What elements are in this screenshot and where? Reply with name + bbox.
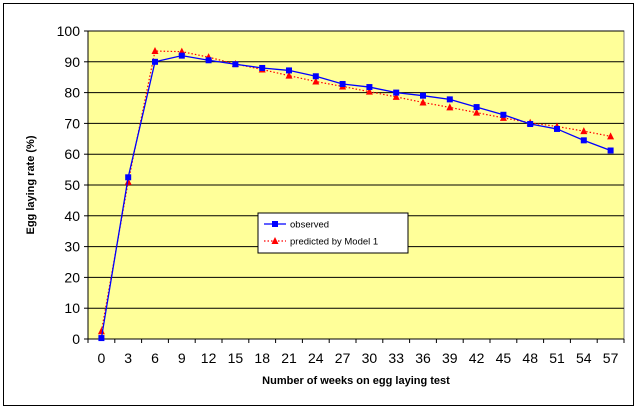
observed-point [339, 80, 346, 87]
y-tick-label: 80 [64, 85, 80, 101]
observed-point [446, 96, 453, 103]
observed-point [500, 111, 507, 118]
legend-label-observed: observed [290, 220, 329, 231]
x-tick-label: 3 [124, 350, 132, 366]
y-tick-label: 10 [64, 300, 80, 316]
y-tick-label: 70 [64, 115, 80, 131]
x-tick-label: 54 [576, 350, 592, 366]
predicted-point [419, 98, 427, 106]
predicted-point [285, 71, 293, 79]
series-layer [97, 47, 615, 342]
y-axis-label: Egg laying rate (%) [25, 135, 37, 234]
predicted-point [151, 47, 159, 55]
predicted-line [100, 50, 611, 332]
y-tick-label: 60 [64, 146, 80, 162]
observed-point [286, 67, 292, 74]
x-tick-label: 51 [549, 350, 565, 366]
x-tick-label: 39 [442, 350, 458, 366]
y-axis-tick-labels: 0 10 20 30 40 50 60 70 80 90 100 [57, 23, 81, 347]
x-tick-label: 36 [415, 350, 431, 366]
observed-point [580, 137, 587, 144]
x-tick-label: 15 [228, 350, 244, 366]
predicted-point [271, 237, 279, 244]
observed-point [152, 58, 158, 65]
observed-point [205, 57, 212, 64]
y-tick-label: 40 [64, 208, 80, 224]
predicted-point [365, 87, 373, 95]
observed-point [98, 335, 105, 342]
predicted-point [124, 177, 132, 185]
x-tick-label: 9 [178, 350, 186, 366]
predicted-point [312, 77, 320, 85]
x-axis-label: Number of weeks on egg laying test [262, 375, 450, 387]
observed-point [259, 64, 266, 71]
observed-point [527, 121, 534, 128]
legend: observed predicted by Model 1 [257, 212, 409, 254]
x-tick-label: 33 [388, 350, 404, 366]
axes [84, 30, 625, 343]
predicted-point [607, 132, 615, 140]
x-tick-label: 24 [308, 350, 324, 366]
y-tick-label: 30 [64, 239, 80, 255]
predicted-point [473, 108, 481, 116]
observed-line [100, 54, 611, 339]
x-tick-label: 45 [496, 350, 512, 366]
predicted-point [446, 103, 454, 111]
legend-label-predicted: predicted by Model 1 [290, 237, 378, 248]
observed-point [232, 61, 239, 68]
observed-point [420, 92, 426, 99]
x-tick-label: 6 [151, 350, 159, 366]
x-tick-label: 12 [201, 350, 217, 366]
predicted-point [97, 327, 105, 335]
predicted-point [580, 127, 588, 135]
x-tick-label: 27 [335, 350, 351, 366]
x-tick-label: 30 [362, 350, 378, 366]
observed-point [473, 104, 480, 111]
observed-point [125, 174, 132, 181]
y-tick-label: 90 [64, 54, 80, 70]
predicted-point [392, 92, 400, 100]
observed-point [393, 89, 400, 96]
y-tick-label: 0 [72, 331, 80, 347]
observed-point [607, 147, 614, 154]
x-tick-label: 21 [281, 350, 297, 366]
observed-point [272, 221, 278, 227]
observed-point [554, 125, 560, 132]
series-observed [98, 52, 614, 342]
x-tick-label: 48 [522, 350, 538, 366]
y-tick-label: 100 [57, 23, 81, 39]
x-tick-label: 42 [469, 350, 485, 366]
x-tick-label: 0 [98, 350, 106, 366]
observed-point [312, 73, 319, 80]
x-axis-tick-labels: 0 3 6 9 12 15 18 21 24 27 30 33 36 39 42 45 48 51 54 57 [98, 350, 619, 366]
y-tick-label: 50 [64, 177, 80, 193]
x-tick-label: 57 [603, 350, 619, 366]
observed-point [366, 84, 373, 91]
x-tick-label: 18 [254, 350, 270, 366]
observed-point [178, 52, 185, 59]
legend-box [257, 212, 409, 254]
y-tick-label: 20 [64, 269, 80, 285]
